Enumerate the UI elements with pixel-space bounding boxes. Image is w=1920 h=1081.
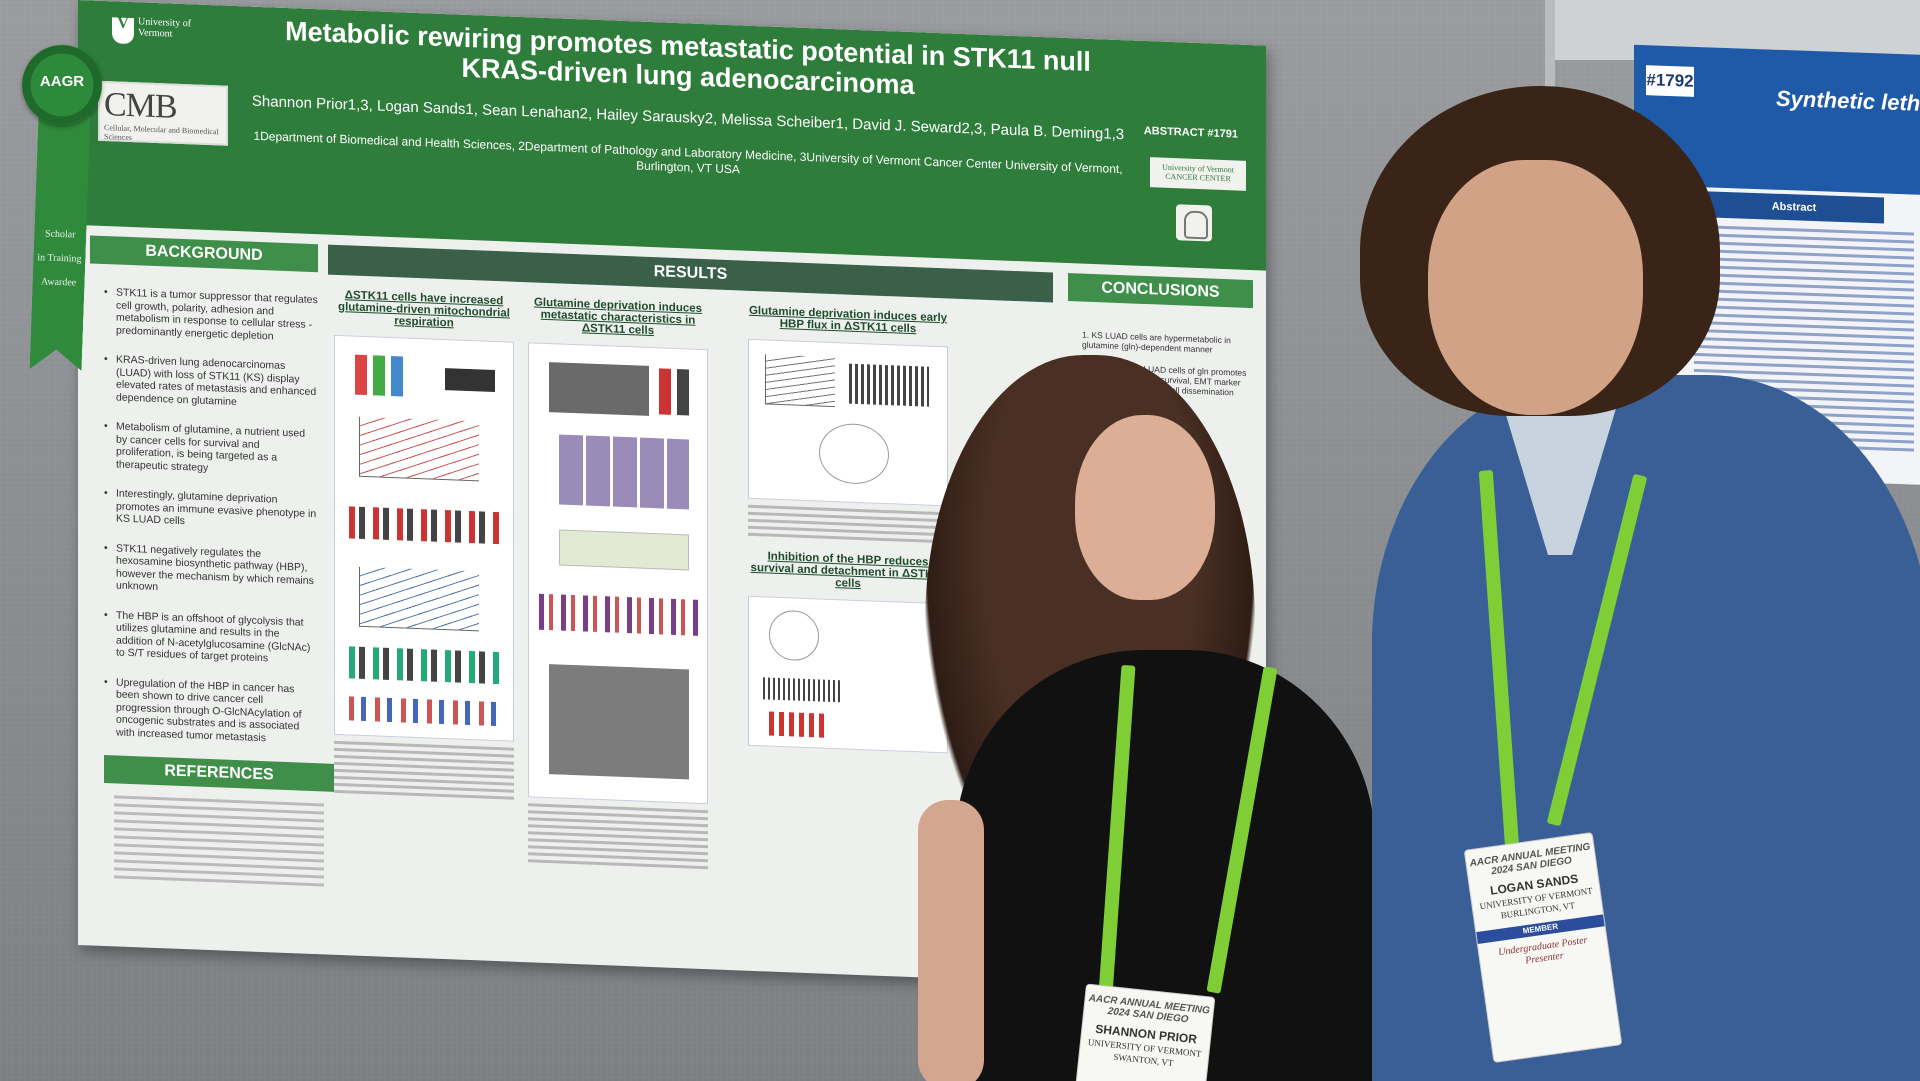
- person-left-face: [1075, 415, 1215, 600]
- references-section: REFERENCES: [90, 754, 334, 887]
- chromatogram-thumbnail: [763, 677, 843, 703]
- panel-heading: ΔSTK11 cells have increased glutamine-dr…: [338, 289, 510, 330]
- figure-2: [528, 342, 708, 805]
- spheroid-images-thumbnail: [549, 664, 689, 780]
- conclusion-item: 1. KS LUAD cells are hypermetabolic in g…: [1082, 329, 1231, 355]
- cmb-logo-text: CMB: [104, 85, 177, 126]
- award-ribbon-text: Scholar in Training Awardee: [37, 228, 82, 289]
- background-item: STK11 negatively regulates the hexosamin…: [116, 542, 318, 600]
- name-badge-shannon: AACR ANNUAL MEETING 2024 SAN DIEGO SHANN…: [1074, 983, 1216, 1081]
- cmb-logo-subtitle: Cellular, Molecular and Biomedical Scien…: [104, 122, 219, 143]
- bar-chart-thumbnail: [355, 354, 415, 397]
- bar-chart-thumbnail: [349, 506, 499, 545]
- figure-caption: [748, 504, 948, 544]
- award-ribbon: Scholar in Training Awardee: [30, 114, 91, 371]
- cmb-logo: CMB Cellular, Molecular and Biomedical S…: [98, 80, 228, 146]
- award-rosette: AAGR: [22, 45, 102, 125]
- figure-caption: [334, 740, 514, 800]
- bar-chart-thumbnail: [539, 593, 699, 636]
- blot-thumbnail: [445, 368, 495, 393]
- pathway-diagram-thumbnail: [819, 422, 889, 486]
- abstract-number: ABSTRACT #1791: [1143, 124, 1238, 141]
- background-item: Interestingly, glutamine deprivation pro…: [116, 487, 318, 532]
- uvm-logo: University of Vermont: [108, 15, 218, 55]
- bar-chart-thumbnail: [349, 696, 499, 727]
- figure-4: [748, 595, 948, 754]
- results-panel-3: Glutamine deprivation induces early HBP …: [748, 305, 948, 754]
- bar-chart-thumbnail: [349, 646, 499, 685]
- figure-caption: [528, 803, 708, 870]
- references-text: [114, 795, 324, 887]
- panel-heading: Glutamine deprivation induces early HBP …: [748, 304, 948, 336]
- results-panel-1: ΔSTK11 cells have increased glutamine-dr…: [334, 289, 514, 804]
- line-chart-thumbnail: [359, 566, 479, 632]
- background-heading: BACKGROUND: [90, 235, 318, 273]
- line-chart-thumbnail: [765, 354, 835, 408]
- background-item: STK11 is a tumor suppressor that regulat…: [116, 286, 318, 344]
- microscopy-thumbnail: [549, 362, 649, 416]
- references-heading: REFERENCES: [104, 754, 334, 792]
- person-left-arm: [918, 800, 984, 1081]
- figure-3: [748, 338, 948, 507]
- panel-heading: Glutamine deprivation induces metastatic…: [533, 296, 703, 338]
- background-item: Metabolism of glutamine, a nutrient used…: [116, 420, 318, 478]
- person-right-face: [1428, 160, 1643, 415]
- diagram-thumbnail: [559, 529, 689, 571]
- background-item: The HBP is an offshoot of glycolysis tha…: [116, 609, 318, 667]
- neighbor-abstract-label: Abstract: [1704, 191, 1884, 224]
- cancer-center-logo: University of Vermont CANCER CENTER: [1150, 157, 1246, 191]
- figure-1: [334, 334, 514, 742]
- university-seal-icon: [1176, 204, 1212, 242]
- person-right-sweater: [1372, 375, 1920, 1081]
- background-item: Upregulation of the HBP in cancer has be…: [116, 676, 318, 746]
- conclusions-heading: CONCLUSIONS: [1068, 273, 1253, 309]
- pathway-diagram-thumbnail: [769, 609, 819, 662]
- bar-chart-thumbnail: [659, 368, 689, 416]
- panel-heading: Inhibition of the HBP reduces survival a…: [750, 550, 946, 591]
- microscopy-grid-thumbnail: [559, 434, 689, 510]
- line-chart-thumbnail: [359, 416, 479, 482]
- background-column: BACKGROUND STK11 is a tumor suppressor t…: [90, 235, 334, 891]
- background-item: KRAS-driven lung adenocarcinomas (LUAD) …: [116, 353, 318, 411]
- poster-header: University of Vermont CMB Cellular, Mole…: [78, 0, 1266, 271]
- award-rosette-label: AAGR: [39, 73, 85, 90]
- neighbor-poster-number: #1792: [1646, 65, 1694, 97]
- bar-chart-thumbnail: [769, 711, 829, 738]
- chromatogram-thumbnail: [849, 363, 929, 407]
- background-list: STK11 is a tumor suppressor that regulat…: [90, 285, 318, 746]
- results-panel-2: Glutamine deprivation induces metastatic…: [528, 296, 708, 873]
